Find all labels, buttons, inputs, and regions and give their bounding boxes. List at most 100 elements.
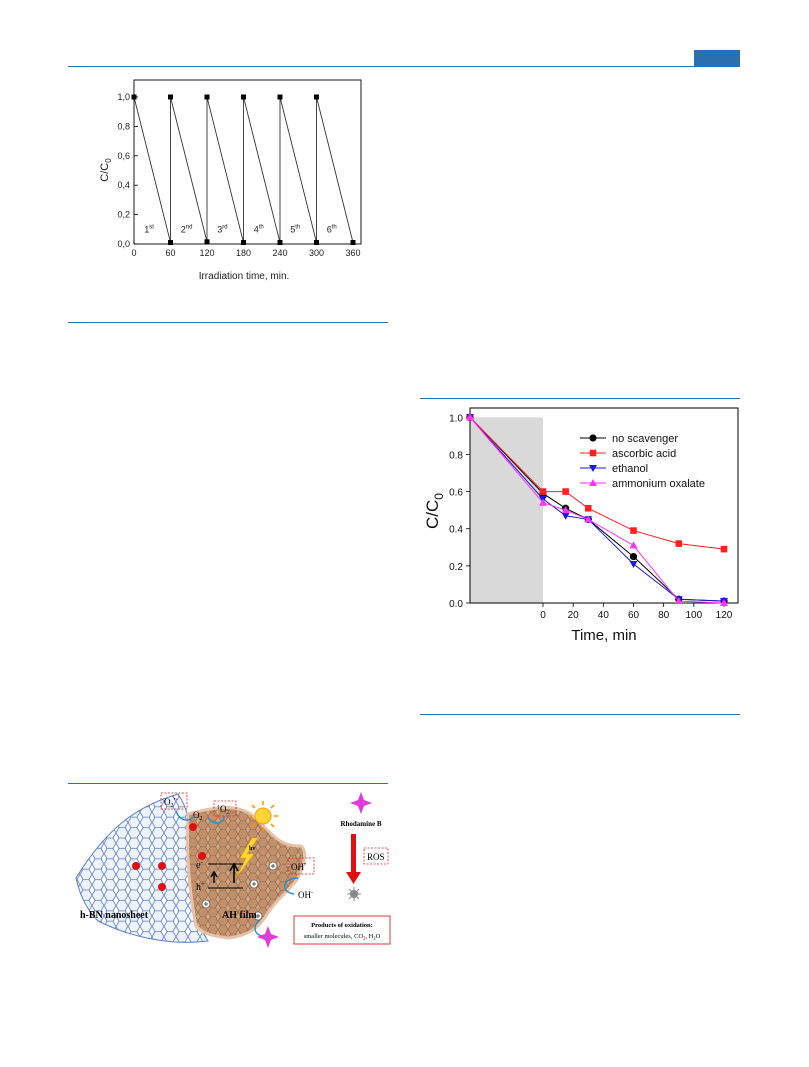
oh-arrow (284, 877, 299, 895)
chart1-ytick-label: 0,8 (117, 121, 130, 131)
products-box (293, 915, 391, 945)
chart2-point-ammonium-oxalate (674, 597, 683, 605)
chart1-point (314, 94, 319, 100)
svg-text:Products of oxidation:: Products of oxidation: (311, 922, 373, 929)
chart2-ytick-label: 1.0 (449, 413, 463, 424)
chart2-point-ascorbic-acid (562, 488, 569, 495)
chart2-point-ethanol (629, 561, 638, 568)
svg-text:hv: hv (249, 846, 255, 852)
chart1-frame (133, 79, 362, 245)
chart2-legend-label: no scavenger (612, 433, 678, 445)
ros-arrow-shaft (351, 834, 356, 874)
chart2-ytick-label: 0.6 (449, 488, 463, 499)
chart2-point-ammonium-oxalate (561, 506, 570, 514)
svg-text:h+: h+ (196, 880, 205, 893)
header-rule (68, 66, 740, 67)
chart1-cycle-label: 4th (254, 224, 264, 234)
svg-text:smaller molecules, CO2, H2O: smaller molecules, CO2, H2O (304, 933, 381, 941)
chart2-point-ascorbic-acid (630, 527, 637, 534)
svg-text:e-: e- (196, 858, 203, 871)
chart1-xtick-label: 60 (165, 248, 175, 258)
chart1-xtick-label: 180 (236, 248, 251, 258)
chart1-point (350, 240, 356, 246)
chart1-point (204, 94, 210, 100)
chart2-xtick-label: 20 (568, 610, 580, 621)
chart2-point-ascorbic-acid (675, 540, 683, 547)
o2-arrow (175, 810, 195, 821)
chart1-point (131, 94, 137, 100)
section-rule-right-2 (420, 714, 740, 715)
chart2-ytick-label: 0.2 (449, 562, 463, 573)
chart1-ylabel: C/C0 (99, 158, 113, 182)
chart1-ytick-label: 0,2 (117, 210, 130, 220)
chart2-xtick-label: 40 (598, 610, 610, 621)
chart1-point (241, 240, 246, 246)
chart1-xlabel: Irradiation time, min. (199, 271, 290, 282)
chart2-legend-label: ammonium oxalate (612, 478, 705, 490)
chart1-cycle-label: 3rd (217, 224, 227, 234)
chart1-xtick-label: 240 (272, 248, 287, 258)
rhodamine-icon (350, 792, 372, 814)
chart2-point-ascorbic-acid (720, 545, 728, 553)
chart2-ytick-label: 0.0 (449, 599, 463, 610)
o2-arrow-2 (207, 815, 225, 824)
rhodamine-label: Rhodamine B (340, 820, 381, 828)
chart2-ytick-label: 0.8 (449, 450, 463, 461)
chart2-xtick-label: 100 (685, 610, 702, 621)
chart2-legend-marker (589, 449, 597, 457)
chart1-point (277, 240, 283, 246)
nanosheet-label: h-BN nanosheet (80, 910, 149, 921)
chart2-legend-marker (589, 434, 597, 442)
chart1-ytick-label: 0,6 (117, 151, 130, 161)
chart2-legend-label: ascorbic acid (612, 448, 676, 460)
chart1-cycle-label: 6th (327, 224, 337, 234)
chart2-point-ethanol (561, 512, 570, 520)
chart1-ytick-label: 1,0 (117, 92, 130, 102)
chart1-xtick-label: 120 (199, 248, 214, 258)
chart2-point-ascorbic-acid (539, 488, 547, 495)
chart2-point-ammonium-oxalate (584, 515, 593, 523)
chart2-point-ammonium-oxalate (629, 541, 638, 549)
chart2-point-ammonium-oxalate (466, 413, 474, 421)
chart2-xtick-label: 0 (540, 610, 546, 621)
chart1-cycle-label: 2nd (181, 224, 193, 234)
chart2-dark-region (470, 417, 543, 603)
svg-text:ROS: ROS (367, 852, 385, 862)
chart1-point (277, 94, 283, 100)
section-rule-left-2 (68, 783, 388, 784)
electron-dot (132, 862, 140, 870)
chart1-point (241, 94, 246, 100)
chart2-xtick-label: 120 (716, 610, 733, 621)
chart2-xlabel: Time, min (571, 627, 636, 644)
lightning-icon (235, 837, 259, 879)
electron-dot (198, 852, 206, 860)
chart1-point (314, 240, 319, 246)
section-rule-left-1 (68, 322, 388, 323)
chart2-point-no-scavenger (629, 552, 638, 561)
chart1-xtick-label: 360 (345, 248, 360, 258)
chart1-xtick-label: 0 (131, 248, 136, 258)
ros-box (363, 847, 389, 865)
chart2-point-ascorbic-acid (584, 504, 592, 512)
chart1-point (168, 240, 173, 246)
chart1-cycle-label: 5th (290, 224, 300, 234)
chart2-frame (469, 407, 739, 604)
chart1-point (204, 239, 210, 245)
electron-dot (158, 883, 166, 891)
chart1-series-line (133, 96, 354, 243)
mechanism-diagram: O2•- O2 1O2 hv e- h+ OH• OH- h-BN nanosh… (75, 792, 391, 948)
chart1-cycle-label: 1st (144, 224, 154, 234)
chart1-point (168, 94, 173, 100)
rhodamine-icon (257, 926, 279, 948)
chart2-xtick-label: 80 (658, 610, 670, 621)
chart2-legend-marker (589, 465, 597, 472)
svg-text:O2•-: O2•- (164, 797, 178, 809)
chart2-legend-label: ethanol (612, 463, 648, 475)
svg-text:OH-: OH- (298, 890, 313, 900)
electron-dot (189, 823, 197, 831)
chart2-xtick-label: 60 (628, 610, 640, 621)
ros-arrow-head (346, 872, 361, 884)
chart2-ytick-label: 0.4 (449, 525, 463, 536)
